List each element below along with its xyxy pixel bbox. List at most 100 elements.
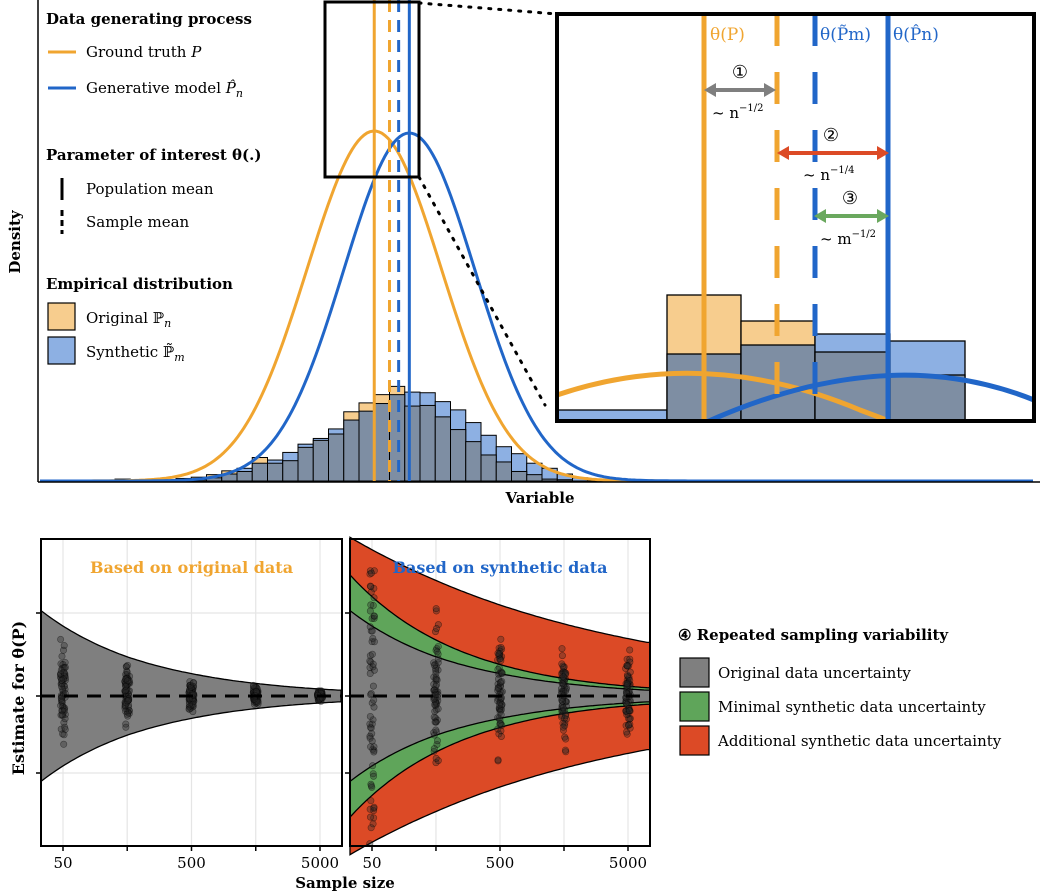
sample-point	[124, 677, 132, 685]
sample-point	[367, 782, 375, 790]
sample-point	[434, 650, 442, 658]
histogram-bar-overlap	[297, 446, 314, 482]
sample-point	[558, 704, 566, 712]
sample-point	[560, 676, 568, 684]
sample-point	[562, 712, 570, 720]
sample-point	[367, 588, 375, 596]
sample-point	[623, 711, 631, 719]
sample-point	[369, 762, 377, 770]
sample-point	[250, 682, 258, 690]
sample-point	[432, 676, 440, 684]
sample-point	[432, 665, 440, 673]
sample-point	[626, 698, 634, 706]
sample-point	[366, 712, 374, 720]
sample-point	[122, 707, 130, 715]
legend-item-additional-uncertainty: Additional synthetic data uncertainty	[717, 732, 1002, 750]
sample-point	[124, 661, 132, 669]
sample-point	[494, 697, 502, 705]
sample-point	[122, 680, 130, 688]
histogram-bar-overlap	[450, 429, 467, 482]
sample-point	[370, 703, 378, 711]
sample-point	[122, 720, 130, 728]
sample-point	[433, 676, 441, 684]
sample-point	[57, 670, 65, 678]
sample-point	[123, 710, 131, 718]
sample-point	[59, 687, 67, 695]
sample-point	[494, 687, 502, 695]
sample-point	[623, 708, 631, 716]
sample-point	[121, 687, 129, 695]
sample-point	[431, 718, 439, 726]
sample-point	[561, 714, 569, 722]
sample-point	[370, 772, 378, 780]
sample-point	[122, 675, 130, 683]
inset-bar-overlap-3	[814, 351, 891, 421]
sample-point	[370, 584, 378, 592]
histogram-bar-overlap	[541, 478, 558, 482]
sample-point	[561, 675, 569, 683]
sample-point	[58, 683, 66, 691]
sample-point	[58, 698, 66, 706]
sample-point	[186, 686, 194, 694]
sample-point	[189, 682, 197, 690]
panel-original: 50 500 5000 Based on original data	[36, 538, 343, 872]
panel-title: Based on synthetic data	[393, 558, 608, 577]
sample-point	[123, 674, 131, 682]
sample-point	[367, 583, 375, 591]
sample-point	[123, 685, 131, 693]
sample-point	[434, 642, 442, 650]
zoom-connector-top	[417, 1, 559, 16]
sample-point	[494, 680, 502, 688]
sample-point	[122, 699, 130, 707]
legend-swatch-additional-uncertainty	[679, 725, 710, 756]
sample-point	[625, 704, 633, 712]
sample-point	[626, 724, 634, 732]
sample-point	[123, 681, 131, 689]
sample-point	[559, 675, 567, 683]
sample-point	[432, 698, 440, 706]
sample-point	[60, 642, 68, 650]
sample-point	[125, 707, 133, 715]
histogram-bar-overlap	[526, 474, 543, 482]
sample-point	[366, 567, 374, 575]
sample-point	[495, 705, 503, 713]
sample-point	[430, 680, 438, 688]
sample-point	[624, 678, 632, 686]
sample-point	[189, 703, 197, 711]
sample-point	[187, 702, 195, 710]
sample-point	[430, 747, 438, 755]
sample-point	[370, 567, 378, 575]
x-tick-label: 50	[53, 854, 72, 872]
sample-point	[562, 684, 570, 692]
sample-point	[496, 708, 504, 716]
sample-point	[124, 696, 132, 704]
sample-point	[367, 690, 375, 698]
sample-point	[497, 668, 505, 676]
sample-point	[187, 702, 195, 710]
sample-point	[369, 745, 377, 753]
sample-point	[559, 686, 567, 694]
sample-point	[121, 702, 129, 710]
sample-point	[122, 682, 130, 690]
panel-title: Based on original data	[90, 558, 293, 577]
sample-point	[60, 707, 68, 715]
sample-point	[558, 707, 566, 715]
sample-point	[60, 718, 68, 726]
sample-point	[495, 650, 503, 658]
sample-point	[559, 708, 567, 716]
sample-point	[562, 687, 570, 695]
sample-point	[122, 682, 130, 690]
sample-point	[432, 698, 440, 706]
sample-point	[370, 748, 378, 756]
sample-point	[189, 679, 197, 687]
sample-point	[622, 699, 630, 707]
sample-point	[317, 697, 325, 705]
histogram-bar-overlap	[434, 416, 451, 482]
sample-point	[190, 679, 198, 687]
sample-point	[60, 646, 68, 654]
sample-point	[370, 666, 378, 674]
arrow-1-rate: ~ n−1/2	[712, 103, 763, 122]
histogram-bar-overlap	[373, 403, 390, 482]
sample-point	[125, 706, 133, 714]
sample-point	[496, 705, 504, 713]
